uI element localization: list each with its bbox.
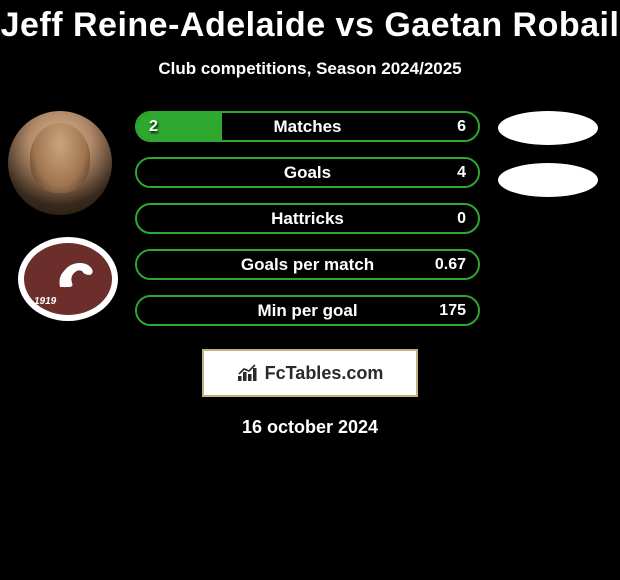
stat-right-value: 0 bbox=[457, 205, 466, 232]
placeholder-oval bbox=[498, 163, 598, 197]
stat-right-value: 175 bbox=[439, 297, 466, 324]
comparison-area: 1919 26Matches4Goals0Hattricks0.67Goals … bbox=[0, 111, 620, 341]
stats-bars: 26Matches4Goals0Hattricks0.67Goals per m… bbox=[135, 111, 480, 341]
bar-fill-right bbox=[137, 251, 478, 278]
stat-left-value: 2 bbox=[149, 113, 158, 140]
brand-text: FcTables.com bbox=[265, 363, 384, 384]
club-year: 1919 bbox=[34, 296, 56, 307]
stat-bar: 0.67Goals per match bbox=[135, 249, 480, 280]
stat-right-value: 6 bbox=[457, 113, 466, 140]
stat-right-value: 4 bbox=[457, 159, 466, 186]
subtitle: Club competitions, Season 2024/2025 bbox=[0, 59, 620, 79]
stat-bar: 26Matches bbox=[135, 111, 480, 142]
stat-bar: 175Min per goal bbox=[135, 295, 480, 326]
stat-right-value: 0.67 bbox=[435, 251, 466, 278]
stat-bar: 0Hattricks bbox=[135, 203, 480, 234]
page-title: Jeff Reine-Adelaide vs Gaetan Robail bbox=[0, 0, 620, 45]
seahorse-icon bbox=[54, 257, 100, 293]
right-column bbox=[490, 111, 610, 197]
club-badge: 1919 bbox=[18, 237, 118, 321]
bar-fill-right bbox=[137, 159, 478, 186]
bar-fill-right bbox=[222, 113, 478, 140]
left-column: 1919 bbox=[8, 111, 118, 321]
date-text: 16 october 2024 bbox=[0, 417, 620, 438]
bar-fill-right bbox=[137, 297, 478, 324]
chart-icon bbox=[237, 364, 259, 382]
brand-badge: FcTables.com bbox=[202, 349, 418, 397]
placeholder-oval bbox=[498, 111, 598, 145]
stat-bar: 4Goals bbox=[135, 157, 480, 188]
stat-label: Hattricks bbox=[137, 205, 478, 232]
player-avatar bbox=[8, 111, 112, 215]
